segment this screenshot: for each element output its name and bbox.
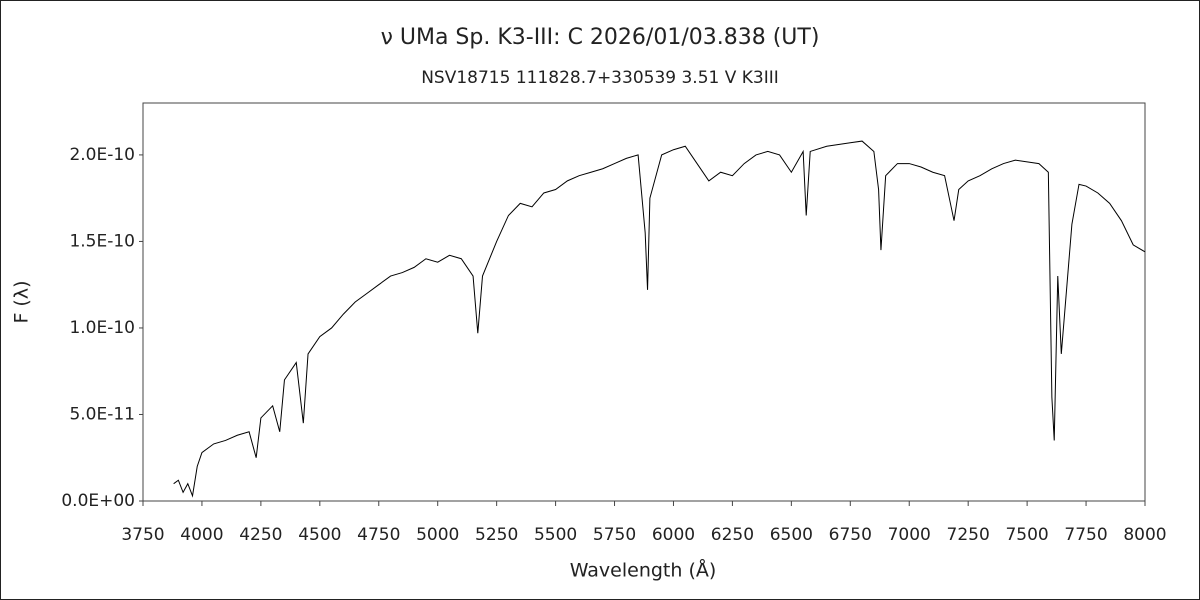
x-tick-label: 3750 [121, 525, 164, 545]
x-tick-label: 7500 [1005, 525, 1048, 545]
x-tick-label: 5250 [475, 525, 518, 545]
x-tick-label: 5750 [593, 525, 636, 545]
y-tick-label: 5.0E-11 [69, 404, 135, 424]
plot-area [142, 102, 1146, 502]
x-tick-label: 6000 [652, 525, 695, 545]
x-tick-label: 6500 [770, 525, 813, 545]
x-tick-label: 4750 [357, 525, 400, 545]
chart-title: ν UMa Sp. K3-III: C 2026/01/03.838 (UT) [381, 25, 820, 50]
x-tick-label: 5500 [534, 525, 577, 545]
chart-subtitle: NSV18715 111828.7+330539 3.51 V K3III [421, 68, 779, 88]
x-tick-label: 7750 [1064, 525, 1107, 545]
y-tick-label: 0.0E+00 [61, 491, 135, 511]
x-tick-label: 7250 [947, 525, 990, 545]
x-tick-label: 8000 [1123, 525, 1166, 545]
y-tick-label: 1.0E-10 [69, 318, 135, 338]
y-tick-label: 2.0E-10 [69, 145, 135, 165]
x-tick-label: 7000 [888, 525, 931, 545]
y-tick-label: 1.5E-10 [69, 231, 135, 251]
x-tick-label: 6250 [711, 525, 754, 545]
x-axis-label: Wavelength (Å) [570, 559, 717, 582]
spectrum-line [173, 140, 1146, 498]
x-tick-label: 4250 [239, 525, 282, 545]
y-axis-label: F (λ) [11, 280, 33, 323]
x-tick-label: 5000 [416, 525, 459, 545]
x-tick-label: 6750 [829, 525, 872, 545]
x-tick-label: 4500 [298, 525, 341, 545]
x-tick-label: 4000 [180, 525, 223, 545]
